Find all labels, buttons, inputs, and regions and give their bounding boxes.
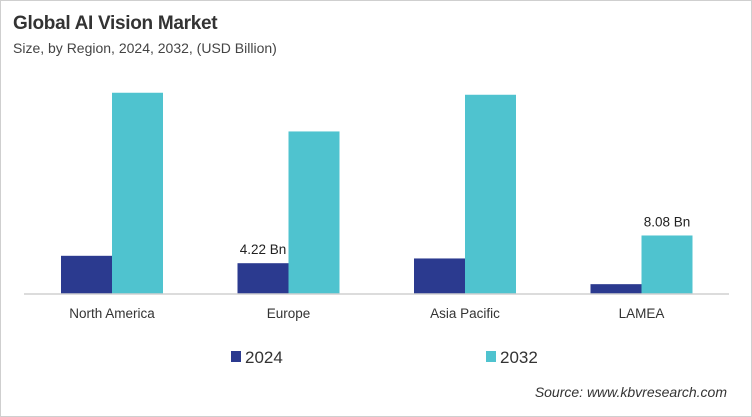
bar-2032-3 — [641, 235, 693, 294]
legend-label-2024: 2024 — [245, 348, 283, 367]
bar-2024-1 — [237, 263, 289, 294]
bar-2032-2 — [465, 94, 516, 294]
bar-2024-0 — [61, 255, 112, 294]
x-tick-label: Asia Pacific — [430, 306, 500, 321]
bar-2024-3 — [590, 284, 642, 294]
legend-label-2032: 2032 — [500, 348, 538, 367]
x-tick-label: Europe — [267, 306, 311, 321]
source-note: Source: www.kbvresearch.com — [534, 384, 727, 400]
bar-2032-1 — [288, 131, 340, 294]
x-tick-label: LAMEA — [619, 306, 665, 321]
chart-title: Global AI Vision Market — [13, 13, 218, 34]
chart-subtitle: Size, by Region, 2024, 2032, (USD Billio… — [13, 40, 277, 56]
data-label: 8.08 Bn — [644, 214, 691, 229]
x-tick-label: North America — [69, 306, 155, 321]
bar-2032-0 — [112, 92, 163, 294]
legend-swatch-2024 — [231, 351, 241, 362]
data-label: 4.22 Bn — [240, 242, 287, 257]
legend-swatch-2032 — [486, 351, 496, 362]
bar-2024-2 — [414, 258, 465, 294]
